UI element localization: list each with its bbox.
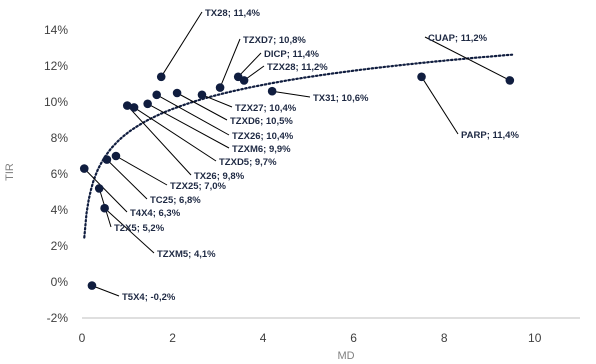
data-label: DICP; 11,4% (264, 49, 319, 60)
y-tick-label: -2% (47, 311, 69, 325)
y-tick-label: 14% (44, 23, 68, 37)
leader-line (147, 103, 230, 149)
leader-line (156, 94, 230, 136)
data-point (152, 90, 161, 100)
x-tick-label: 2 (169, 331, 176, 345)
data-label: TC25; 6,8% (150, 195, 201, 206)
leader-line (421, 76, 459, 135)
leader-line (106, 159, 148, 200)
y-tick-label: 4% (51, 203, 69, 217)
data-label: TX31; 10,6% (313, 93, 369, 104)
data-point (239, 76, 249, 85)
data-point (94, 184, 104, 193)
trendline-layer (83, 53, 514, 239)
leader-line (115, 155, 168, 186)
data-label: TZXM5; 4,1% (157, 249, 216, 260)
data-point (122, 101, 132, 110)
leader-line (272, 90, 311, 98)
data-point (129, 103, 139, 112)
leader-line (91, 285, 120, 297)
data-point (172, 88, 182, 98)
x-tick-label: 4 (260, 331, 267, 345)
plot-axes: -2% 0% 2% 4% 6% 8% 10% 12% 14% 0 2 4 6 8 10 (44, 23, 580, 345)
data-point (417, 72, 426, 82)
data-labels-layer: TX28; 11,4% TZXD7; 10,8% DICP; 11,4% TZX28;… (114, 8, 519, 303)
data-label: TZX25; 7,0% (170, 181, 227, 192)
data-label: T4X4; 6,3% (130, 208, 181, 219)
data-label: TZX26; 10,4% (232, 131, 294, 142)
y-tick-label: 8% (51, 131, 69, 145)
y-tick-label: 12% (44, 59, 68, 73)
data-points-layer (79, 72, 515, 290)
data-label: TZXD5; 9,7% (219, 157, 277, 168)
y-tick-label: 2% (51, 239, 69, 253)
leader-line (104, 207, 155, 254)
x-tick-label: 0 (79, 331, 86, 345)
y-tick-label: 0% (51, 275, 69, 289)
data-label: TZX27; 10,4% (235, 103, 297, 114)
data-point (143, 99, 152, 109)
data-point (79, 164, 89, 173)
x-axis-title: MD (337, 350, 354, 362)
data-label: T2X5; 5,2% (114, 223, 165, 234)
data-label: TZXD6; 10,5% (230, 116, 293, 127)
leader-line (201, 94, 233, 108)
x-tick-label: 6 (350, 331, 357, 345)
data-point (100, 203, 109, 213)
leader-line (126, 105, 192, 176)
data-label: TX26; 9,8% (194, 171, 245, 182)
leader-line (160, 11, 203, 78)
data-point (111, 151, 121, 161)
data-point (197, 90, 207, 100)
data-point (505, 76, 515, 85)
y-tick-label: 10% (44, 95, 68, 109)
trendline (83, 53, 514, 239)
data-label: TZX28; 11,2% (267, 62, 328, 73)
y-axis-title: TIR (4, 163, 16, 181)
leader-lines-layer (83, 11, 511, 297)
data-point (215, 83, 225, 92)
x-tick-label: 10 (528, 331, 542, 345)
data-point (102, 155, 112, 164)
data-label: T5X4; -0,2% (122, 292, 176, 303)
data-label: TZXD7; 10,8% (243, 35, 306, 46)
leader-line (133, 106, 217, 162)
data-point (87, 281, 97, 290)
leader-line (237, 52, 262, 78)
leader-line (83, 168, 128, 213)
y-tick-label: 6% (51, 167, 69, 181)
data-label: TX28; 11,4% (205, 8, 260, 19)
leader-line (176, 92, 228, 121)
data-point (156, 72, 166, 82)
data-label: CUAP; 11,2% (428, 33, 488, 44)
leader-line (424, 36, 511, 81)
data-point (267, 86, 277, 96)
leader-line (219, 38, 241, 88)
x-tick-label: 8 (441, 331, 448, 345)
data-label: PARP; 11,4% (461, 130, 519, 141)
data-label: TZXM6; 9,9% (232, 144, 291, 155)
